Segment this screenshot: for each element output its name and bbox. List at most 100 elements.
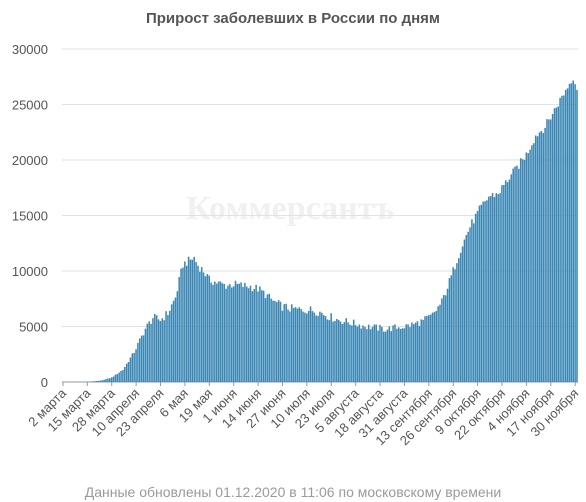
- bar: [518, 168, 520, 382]
- bar: [245, 286, 248, 382]
- bar: [514, 166, 516, 382]
- bar: [229, 284, 231, 382]
- bar: [469, 227, 471, 382]
- bar: [170, 304, 173, 382]
- bar: [330, 313, 332, 382]
- bar: [444, 295, 447, 382]
- bar: [452, 267, 454, 382]
- bar: [504, 180, 507, 382]
- bar: [409, 327, 411, 382]
- bar: [260, 290, 263, 382]
- bar: [351, 325, 353, 382]
- bar: [384, 331, 387, 382]
- bar: [364, 327, 366, 382]
- bar: [439, 304, 441, 382]
- bar: [401, 328, 404, 382]
- bar: [471, 219, 473, 382]
- bar: [411, 322, 413, 382]
- bar: [358, 324, 361, 382]
- bar: [120, 370, 122, 382]
- bar: [161, 318, 164, 382]
- bar: [345, 318, 347, 382]
- bar: [230, 287, 233, 382]
- bar: [217, 281, 220, 382]
- bar: [279, 301, 282, 382]
- bar: [392, 325, 394, 382]
- bar: [544, 127, 546, 382]
- bar: [268, 293, 271, 382]
- bar: [542, 132, 544, 382]
- bar: [403, 328, 406, 382]
- bar: [313, 312, 316, 382]
- bar: [495, 193, 498, 382]
- bar: [416, 321, 419, 382]
- bar: [122, 370, 124, 382]
- bar: [167, 315, 169, 382]
- bar: [238, 283, 241, 382]
- y-tick-label: 20000: [12, 153, 48, 168]
- bar: [450, 275, 453, 382]
- bar: [200, 267, 203, 382]
- bar: [309, 306, 312, 382]
- bar: [381, 326, 383, 382]
- bar: [298, 307, 301, 382]
- bar: [109, 378, 111, 382]
- y-axis: 0 5000 10000 15000 20000 25000 30000: [12, 42, 48, 390]
- bar: [341, 324, 344, 382]
- bar: [473, 223, 475, 382]
- bar: [465, 235, 468, 382]
- bar: [493, 197, 496, 382]
- bar: [144, 328, 147, 382]
- bar: [283, 304, 286, 382]
- bar: [427, 315, 430, 382]
- y-tick-label: 0: [41, 375, 48, 390]
- bar: [424, 316, 426, 382]
- bar: [276, 302, 278, 382]
- bar: [446, 288, 449, 382]
- bar: [135, 349, 137, 382]
- bar: [431, 312, 434, 382]
- bar: [510, 174, 513, 382]
- bar: [546, 119, 548, 383]
- bar: [336, 318, 338, 382]
- bar: [292, 308, 295, 382]
- bar: [302, 311, 304, 382]
- bar: [264, 298, 267, 382]
- bar: [429, 314, 432, 382]
- bar: [426, 315, 428, 382]
- chart-area: 0 5000 10000 15000 20000 25000 30000 2 марта15…: [12, 42, 581, 448]
- bar: [572, 80, 574, 382]
- bar: [557, 106, 559, 382]
- bar: [262, 290, 265, 382]
- bar: [105, 379, 107, 382]
- bar: [540, 131, 543, 382]
- watermark-logo: Коммерсантъ: [186, 190, 395, 227]
- bar: [133, 353, 135, 382]
- bar: [116, 374, 119, 382]
- bar: [142, 335, 145, 382]
- bar: [443, 295, 445, 382]
- bar: [394, 324, 396, 382]
- bar: [414, 322, 417, 382]
- bar: [360, 328, 362, 382]
- bar: [322, 315, 325, 382]
- bar: [326, 319, 329, 382]
- bar: [152, 318, 154, 382]
- bar: [195, 262, 197, 382]
- bar: [347, 322, 349, 382]
- bar: [150, 323, 152, 382]
- bar: [476, 210, 479, 382]
- y-tick-label: 5000: [19, 320, 48, 335]
- bar: [568, 83, 571, 383]
- bar: [178, 277, 180, 382]
- bar: [202, 272, 205, 382]
- bar: [165, 311, 167, 382]
- bar: [339, 321, 342, 382]
- bar: [189, 259, 192, 382]
- bar: [433, 312, 436, 382]
- bar: [367, 324, 370, 382]
- bar: [274, 300, 276, 382]
- bar: [180, 268, 182, 382]
- bar: [352, 319, 355, 382]
